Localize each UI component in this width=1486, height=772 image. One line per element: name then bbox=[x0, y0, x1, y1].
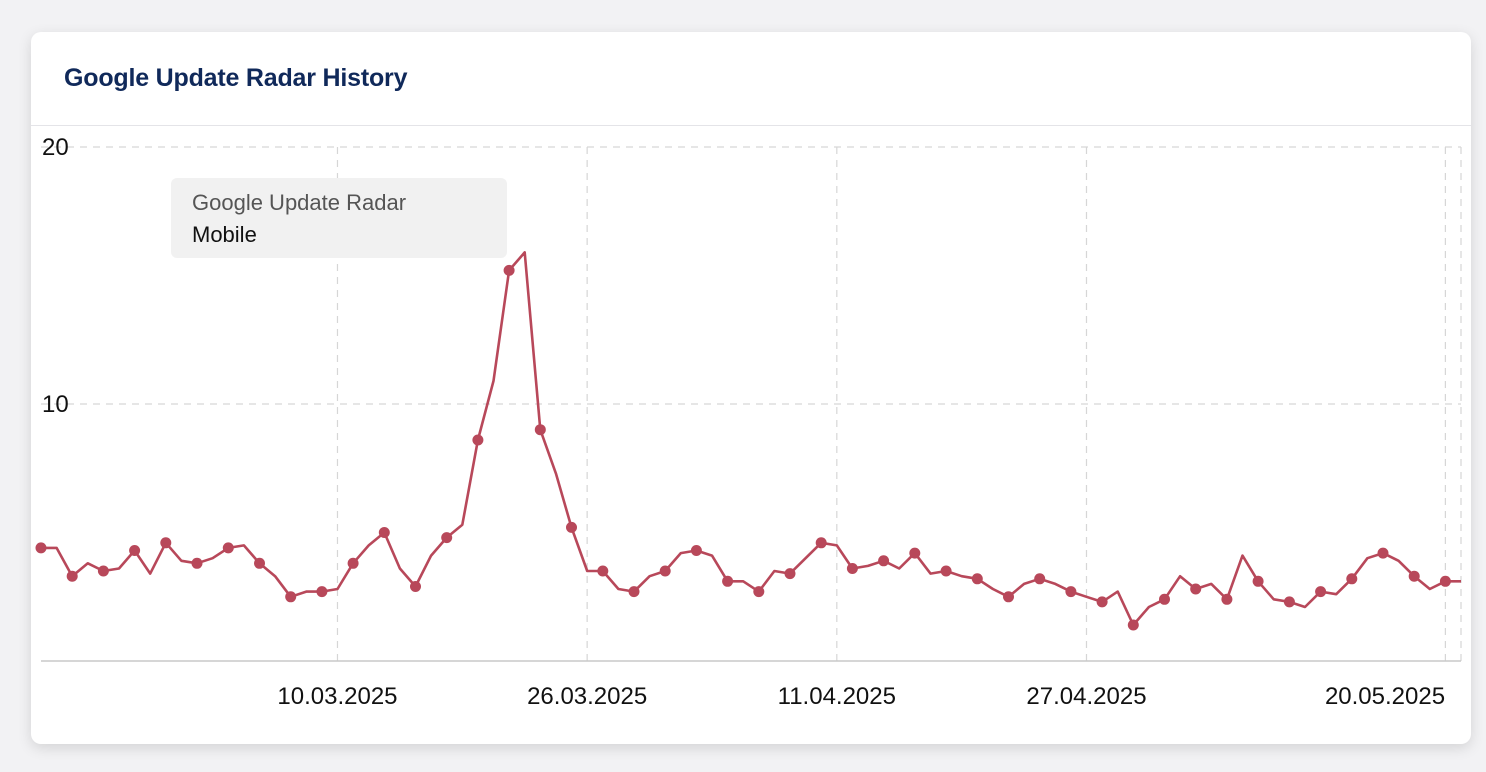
data-point[interactable] bbox=[1283, 596, 1295, 608]
data-point[interactable] bbox=[784, 568, 796, 580]
y-tick-label: 20 bbox=[42, 134, 69, 161]
data-point[interactable] bbox=[940, 565, 952, 577]
data-point[interactable] bbox=[472, 434, 484, 446]
data-point[interactable] bbox=[285, 591, 297, 603]
x-tick-label: 27.04.2025 bbox=[1026, 683, 1146, 710]
data-point[interactable] bbox=[878, 555, 890, 567]
card-header: Google Update Radar History bbox=[31, 32, 1471, 126]
series-line bbox=[41, 251, 1461, 627]
chart-card: Google Update Radar History 10 20 10.03.20… bbox=[31, 32, 1471, 744]
data-point[interactable] bbox=[410, 581, 421, 592]
data-point[interactable] bbox=[846, 563, 858, 574]
data-point[interactable] bbox=[1252, 575, 1264, 587]
data-point[interactable] bbox=[97, 565, 109, 577]
data-point[interactable] bbox=[1408, 570, 1420, 582]
data-point[interactable] bbox=[35, 542, 47, 554]
data-point[interactable] bbox=[1003, 591, 1014, 603]
data-point[interactable] bbox=[659, 565, 671, 577]
data-point[interactable] bbox=[503, 264, 515, 276]
data-point[interactable] bbox=[1096, 596, 1108, 608]
data-point[interactable] bbox=[254, 557, 265, 569]
data-point[interactable] bbox=[441, 532, 453, 544]
data-point[interactable] bbox=[191, 557, 203, 569]
x-tick-label: 26.03.2025 bbox=[527, 683, 647, 710]
card-title: Google Update Radar History bbox=[64, 64, 408, 92]
series-layer bbox=[35, 251, 1461, 631]
data-point[interactable] bbox=[1346, 573, 1358, 585]
data-point[interactable] bbox=[1439, 575, 1451, 587]
axis-layer: 10 20 10.03.2025 26.03.2025 11.04.2025 27.04.… bbox=[41, 134, 1461, 710]
data-point[interactable] bbox=[129, 545, 141, 556]
legend-title: Google Update Radar bbox=[192, 190, 407, 215]
data-point[interactable] bbox=[222, 542, 234, 554]
data-point[interactable] bbox=[316, 586, 328, 598]
line-chart: 10 20 10.03.2025 26.03.2025 11.04.2025 27.04.… bbox=[35, 134, 1462, 710]
data-point[interactable] bbox=[1159, 593, 1170, 605]
data-point[interactable] bbox=[815, 537, 827, 549]
data-point[interactable] bbox=[1065, 586, 1077, 598]
data-point[interactable] bbox=[753, 586, 765, 598]
legend: Google Update Radar Mobile bbox=[171, 178, 507, 258]
data-point[interactable] bbox=[909, 547, 921, 559]
x-tick-label: 10.03.2025 bbox=[277, 683, 397, 710]
x-tick-label: 20.05.2025 bbox=[1325, 683, 1445, 710]
data-point[interactable] bbox=[1127, 619, 1139, 631]
data-point[interactable] bbox=[722, 575, 734, 587]
data-point[interactable] bbox=[160, 537, 172, 549]
data-point[interactable] bbox=[1034, 573, 1046, 585]
data-point[interactable] bbox=[1221, 593, 1233, 605]
grid-layer bbox=[41, 146, 1462, 661]
data-point[interactable] bbox=[378, 527, 390, 538]
data-point[interactable] bbox=[597, 565, 609, 577]
data-point[interactable] bbox=[690, 545, 702, 556]
data-point[interactable] bbox=[628, 586, 640, 598]
data-point[interactable] bbox=[534, 424, 546, 436]
data-point[interactable] bbox=[566, 521, 577, 533]
y-tick-label: 10 bbox=[42, 391, 69, 418]
data-point[interactable] bbox=[971, 573, 983, 585]
data-point[interactable] bbox=[1377, 547, 1389, 559]
data-point[interactable] bbox=[1315, 586, 1327, 598]
data-point[interactable] bbox=[347, 557, 359, 569]
data-point[interactable] bbox=[1190, 583, 1202, 595]
legend-subtitle: Mobile bbox=[192, 222, 257, 247]
data-point[interactable] bbox=[66, 570, 78, 582]
x-tick-label: 11.04.2025 bbox=[778, 683, 896, 710]
